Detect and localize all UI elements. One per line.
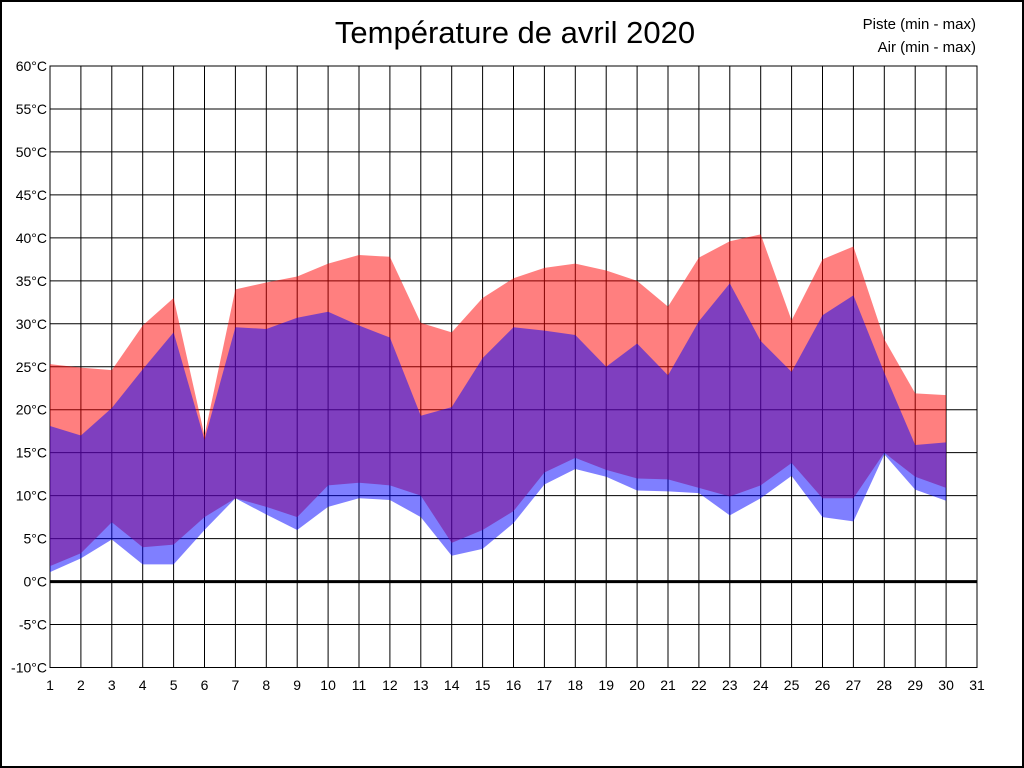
x-tick-label: 26 — [815, 677, 831, 693]
y-tick-label: 45°C — [16, 187, 47, 203]
x-tick-label: 11 — [352, 677, 367, 693]
y-tick-label: 15°C — [16, 445, 47, 461]
x-tick-label: 22 — [691, 677, 707, 693]
x-tick-label: 9 — [293, 677, 301, 693]
y-tick-label: 10°C — [16, 488, 47, 504]
x-tick-label: 23 — [722, 677, 738, 693]
x-tick-label: 16 — [506, 677, 522, 693]
x-tick-label: 6 — [201, 677, 209, 693]
x-tick-label: 24 — [753, 677, 769, 693]
x-tick-label: 13 — [413, 677, 429, 693]
band-layer — [50, 234, 947, 573]
x-tick-label: 14 — [444, 677, 460, 693]
y-tick-label: -5°C — [19, 617, 47, 633]
legend-item-air: Air (min - max) — [878, 39, 976, 56]
y-tick-label: 20°C — [16, 402, 47, 418]
x-tick-label: 20 — [629, 677, 645, 693]
y-tick-label: 35°C — [16, 273, 47, 289]
x-tick-label: 8 — [262, 677, 270, 693]
y-tick-label: 40°C — [16, 230, 47, 246]
axis-label-layer: 1 2 3 4 5 6 7 8 9 10 11 12 13 14 15 16 17 18 19 20 21 22 23 24 2… — [11, 58, 985, 693]
y-tick-label: 50°C — [16, 144, 47, 160]
x-tick-label: 18 — [568, 677, 584, 693]
x-tick-label: 7 — [232, 677, 240, 693]
x-tick-label: 17 — [537, 677, 553, 693]
y-tick-label: 5°C — [24, 531, 48, 547]
x-tick-label: 19 — [598, 677, 614, 693]
x-tick-label: 25 — [784, 677, 800, 693]
y-tick-label: 30°C — [16, 316, 47, 332]
legend-item-piste: Piste (min - max) — [863, 16, 976, 33]
y-tick-label: 0°C — [24, 574, 48, 590]
x-tick-label: 5 — [170, 677, 178, 693]
y-tick-label: -10°C — [11, 660, 47, 676]
x-tick-label: 21 — [660, 677, 676, 693]
x-tick-label: 29 — [907, 677, 923, 693]
x-tick-label: 10 — [320, 677, 336, 693]
x-tick-label: 30 — [938, 677, 954, 693]
x-tick-label: 1 — [46, 677, 54, 693]
x-tick-label: 28 — [877, 677, 893, 693]
y-tick-label: 55°C — [16, 101, 47, 117]
x-tick-label: 4 — [139, 677, 147, 693]
chart-title: Température de avril 2020 — [335, 15, 695, 50]
x-tick-label: 27 — [846, 677, 862, 693]
y-tick-label: 60°C — [16, 58, 47, 74]
x-tick-label: 15 — [475, 677, 491, 693]
x-tick-label: 12 — [382, 677, 398, 693]
y-tick-label: 25°C — [16, 359, 47, 375]
x-tick-label: 3 — [108, 677, 116, 693]
x-tick-label: 2 — [77, 677, 85, 693]
air-band — [50, 283, 947, 573]
x-tick-label: 31 — [969, 677, 985, 693]
